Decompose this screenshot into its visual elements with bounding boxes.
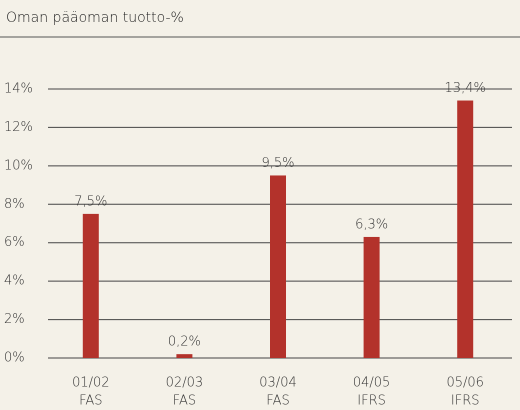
y-tick-label: 10% <box>4 158 33 173</box>
bar <box>176 354 193 358</box>
x-tick-label: 05/06 <box>446 376 483 391</box>
y-tick-label: 14% <box>4 82 33 97</box>
x-tick-sublabel: IFRS <box>357 394 386 409</box>
data-label: 6,3% <box>355 217 388 232</box>
x-tick-sublabel: FAS <box>79 394 102 409</box>
data-label: 9,5% <box>261 156 294 171</box>
y-tick-label: 0% <box>4 351 25 366</box>
y-tick-label: 2% <box>4 312 25 327</box>
x-tick-sublabel: IFRS <box>451 394 480 409</box>
data-label: 0,2% <box>168 335 201 350</box>
y-tick-label: 6% <box>4 235 25 250</box>
x-tick-label: 03/04 <box>259 376 296 391</box>
bar <box>270 175 286 358</box>
x-tick-sublabel: FAS <box>173 394 196 409</box>
chart-title: Oman pääoman tuotto-% <box>6 10 184 26</box>
data-label: 7,5% <box>74 194 107 209</box>
x-tick-label: 04/05 <box>353 376 390 391</box>
bar <box>363 236 380 358</box>
bar <box>457 100 474 359</box>
data-label: 13,4% <box>445 81 486 96</box>
y-tick-label: 12% <box>4 120 33 135</box>
x-tick-label: 02/03 <box>166 376 203 391</box>
x-tick-label: 01/02 <box>72 376 109 391</box>
y-tick-label: 8% <box>4 197 25 212</box>
x-tick-sublabel: FAS <box>266 394 289 409</box>
y-tick-label: 4% <box>4 274 25 289</box>
bar <box>82 213 99 358</box>
